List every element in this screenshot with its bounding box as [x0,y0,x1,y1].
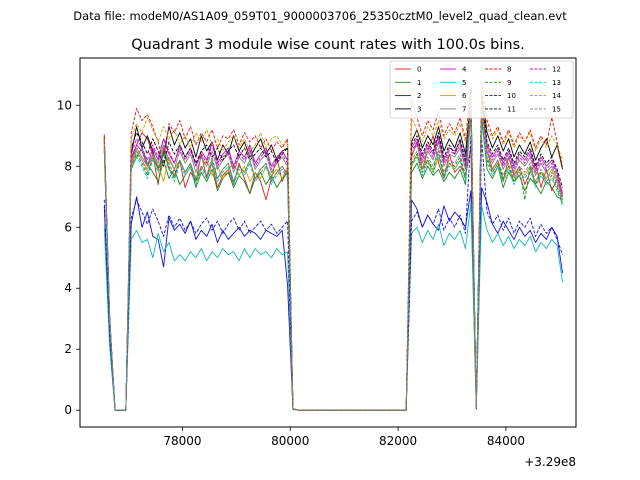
chart-title: Quadrant 3 module wise count rates with … [131,37,525,53]
x-axis: 78000 80000 82000 84000 [163,427,525,448]
legend-label-14: 14 [552,92,561,100]
legend-box [389,60,574,119]
legend-label-15: 15 [552,105,561,113]
legend-label-1: 1 [417,79,421,87]
series-lines [103,80,563,411]
legend-label-11: 11 [507,105,516,113]
legend-label-7: 7 [462,105,466,113]
legend-label-13: 13 [552,79,561,87]
x-tick-label: 82000 [379,434,417,448]
legend-label-5: 5 [462,79,466,87]
legend-label-12: 12 [552,66,561,74]
y-tick-label: 2 [64,342,72,356]
x-tick-label: 84000 [487,434,525,448]
legend-label-3: 3 [417,105,421,113]
legend-label-0: 0 [417,66,421,74]
y-tick-label: 4 [64,281,72,295]
series-line-15 [103,107,563,411]
x-axis-offset-label: +3.29e8 [524,455,576,469]
y-axis: 0 2 4 6 8 10 [57,98,80,417]
x-tick-label: 78000 [163,434,201,448]
y-tick-label: 10 [57,98,72,112]
legend-label-6: 6 [462,92,467,100]
y-tick-label: 6 [64,220,72,234]
legend-label-2: 2 [417,92,421,100]
x-tick-label: 80000 [271,434,309,448]
legend-label-9: 9 [507,79,511,87]
legend-label-4: 4 [462,66,467,74]
y-tick-label: 8 [64,159,72,173]
legend-label-8: 8 [507,66,511,74]
plot-frame [79,57,577,428]
legend-label-10: 10 [507,92,516,100]
y-tick-label: 0 [64,403,72,417]
figure-suptitle: Data file: modeM0/AS1A09_059T01_90000037… [73,9,567,23]
